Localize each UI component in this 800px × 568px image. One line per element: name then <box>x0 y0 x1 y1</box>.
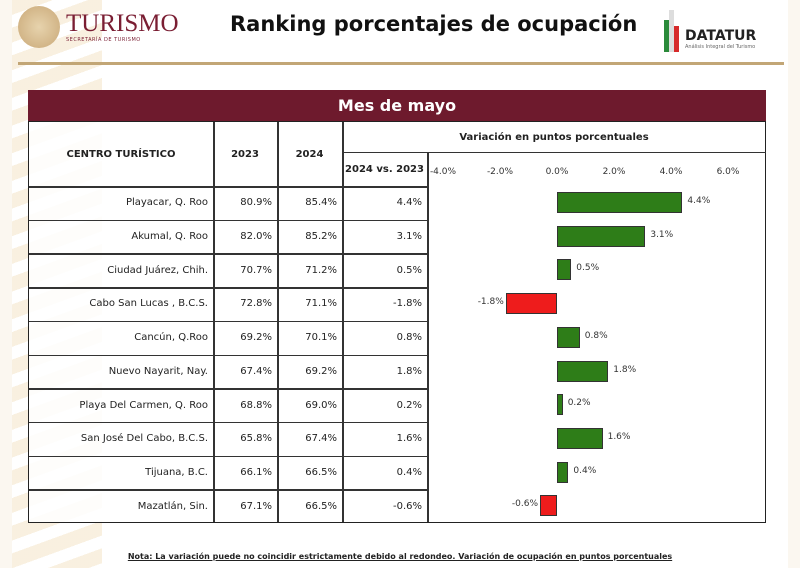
axis-tick-label: 6.0% <box>716 167 740 177</box>
bar <box>557 461 569 483</box>
data-label: 0.4% <box>573 465 597 476</box>
header-2024: 2024 <box>295 148 324 160</box>
value-2024: 71.1% <box>305 298 337 310</box>
value-2023: 66.1% <box>240 466 272 478</box>
value-2023: 67.1% <box>240 500 272 512</box>
value-diff: -1.8% <box>392 298 422 310</box>
header-2023: 2023 <box>231 148 259 160</box>
center-name: Ciudad Juárez, Chih. <box>107 264 208 276</box>
value-diff: 4.4% <box>396 197 422 209</box>
datatur-logo: DATATUR Análisis Integral del Turismo <box>664 10 756 52</box>
data-label: -1.8% <box>477 297 504 308</box>
row-divider <box>29 489 427 491</box>
header-divider <box>342 152 766 153</box>
header-diff: 2024 vs. 2023 <box>345 164 424 175</box>
row-divider <box>29 219 427 222</box>
header-variation: Variación en puntos porcentuales <box>459 131 649 143</box>
bar <box>557 259 572 281</box>
turismo-logo: TURISMO SECRETARÍA DE TURISMO <box>18 6 179 48</box>
value-diff: 0.2% <box>396 399 422 411</box>
ranking-table: CENTRO TURÍSTICO 2023 2024 Variación en … <box>28 121 766 523</box>
center-name: Playa Del Carmen, Q. Roo <box>79 399 208 411</box>
value-2023: 70.7% <box>240 264 272 276</box>
value-2024: 66.5% <box>305 500 337 512</box>
data-label: 1.8% <box>613 364 637 375</box>
center-name: Tijuana, B.C. <box>145 466 208 478</box>
value-2023: 82.0% <box>240 231 272 243</box>
value-diff: 3.1% <box>396 231 422 243</box>
logo-title: TURISMO <box>66 10 179 37</box>
flag-icon <box>664 10 679 52</box>
data-label: 0.5% <box>576 263 600 274</box>
datatur-name: DATATUR <box>685 28 757 44</box>
column-divider <box>427 153 429 522</box>
value-diff: 0.4% <box>396 466 422 478</box>
row-divider <box>29 455 427 458</box>
month-band: Mes de mayo <box>28 90 766 121</box>
value-2023: 67.4% <box>240 365 272 377</box>
row-divider <box>29 287 427 289</box>
value-2024: 70.1% <box>305 332 337 344</box>
row-divider <box>29 421 427 424</box>
center-name: Nuevo Nayarit, Nay. <box>108 365 208 377</box>
bar <box>557 394 563 416</box>
value-2023: 69.2% <box>240 332 272 344</box>
footnote: Nota: La variación puede no coincidir es… <box>127 552 673 561</box>
center-name: San José Del Cabo, B.C.S. <box>80 433 208 445</box>
value-2023: 68.8% <box>240 399 272 411</box>
seal-icon <box>18 6 60 48</box>
bar <box>557 360 609 382</box>
row-divider <box>29 354 427 356</box>
data-label: 3.1% <box>650 229 674 240</box>
axis-tick-label: -4.0% <box>429 167 457 177</box>
center-name: Cancún, Q.Roo <box>134 332 208 344</box>
page-title: Ranking porcentajes de ocupación <box>230 12 638 36</box>
bar <box>557 225 646 247</box>
value-diff: -0.6% <box>392 500 422 512</box>
value-2024: 69.0% <box>305 399 337 411</box>
value-2024: 85.2% <box>305 231 337 243</box>
data-label: -0.6% <box>511 499 539 510</box>
bar <box>557 427 603 449</box>
header-divider <box>18 62 784 65</box>
value-diff: 1.8% <box>396 365 422 377</box>
value-2024: 85.4% <box>305 197 337 209</box>
value-diff: 1.6% <box>396 433 422 445</box>
value-2024: 69.2% <box>305 365 337 377</box>
center-name: Mazatlán, Sin. <box>137 500 208 512</box>
axis-tick-label: -2.0% <box>486 167 514 177</box>
datatur-subtitle: Análisis Integral del Turismo <box>685 44 756 50</box>
bar <box>505 293 557 315</box>
header-center: CENTRO TURÍSTICO <box>66 148 176 160</box>
axis-tick-label: 4.0% <box>659 167 683 177</box>
value-2024: 71.2% <box>305 264 337 276</box>
data-label: 4.4% <box>687 196 711 206</box>
row-divider <box>29 253 427 255</box>
bar <box>557 326 580 348</box>
center-name: Cabo San Lucas , B.C.S. <box>89 298 208 310</box>
logo-subtitle: SECRETARÍA DE TURISMO <box>66 37 141 43</box>
value-diff: 0.8% <box>396 332 422 344</box>
row-divider <box>29 388 427 390</box>
value-diff: 0.5% <box>396 264 422 276</box>
row-divider <box>29 320 427 323</box>
row-divider <box>29 186 427 188</box>
value-2024: 67.4% <box>305 433 337 445</box>
value-2023: 80.9% <box>240 197 272 209</box>
data-label: 0.8% <box>584 330 608 341</box>
axis-tick-label: 2.0% <box>602 167 626 177</box>
bar <box>557 192 683 213</box>
bar <box>539 495 557 517</box>
data-label: 1.6% <box>607 431 631 442</box>
value-2024: 66.5% <box>305 466 337 478</box>
data-label: 0.2% <box>567 398 591 409</box>
center-name: Playacar, Q. Roo <box>125 197 208 209</box>
center-name: Akumal, Q. Roo <box>131 231 208 243</box>
value-2023: 65.8% <box>240 433 272 445</box>
value-2023: 72.8% <box>240 298 272 310</box>
axis-tick-label: 0.0% <box>545 167 569 177</box>
